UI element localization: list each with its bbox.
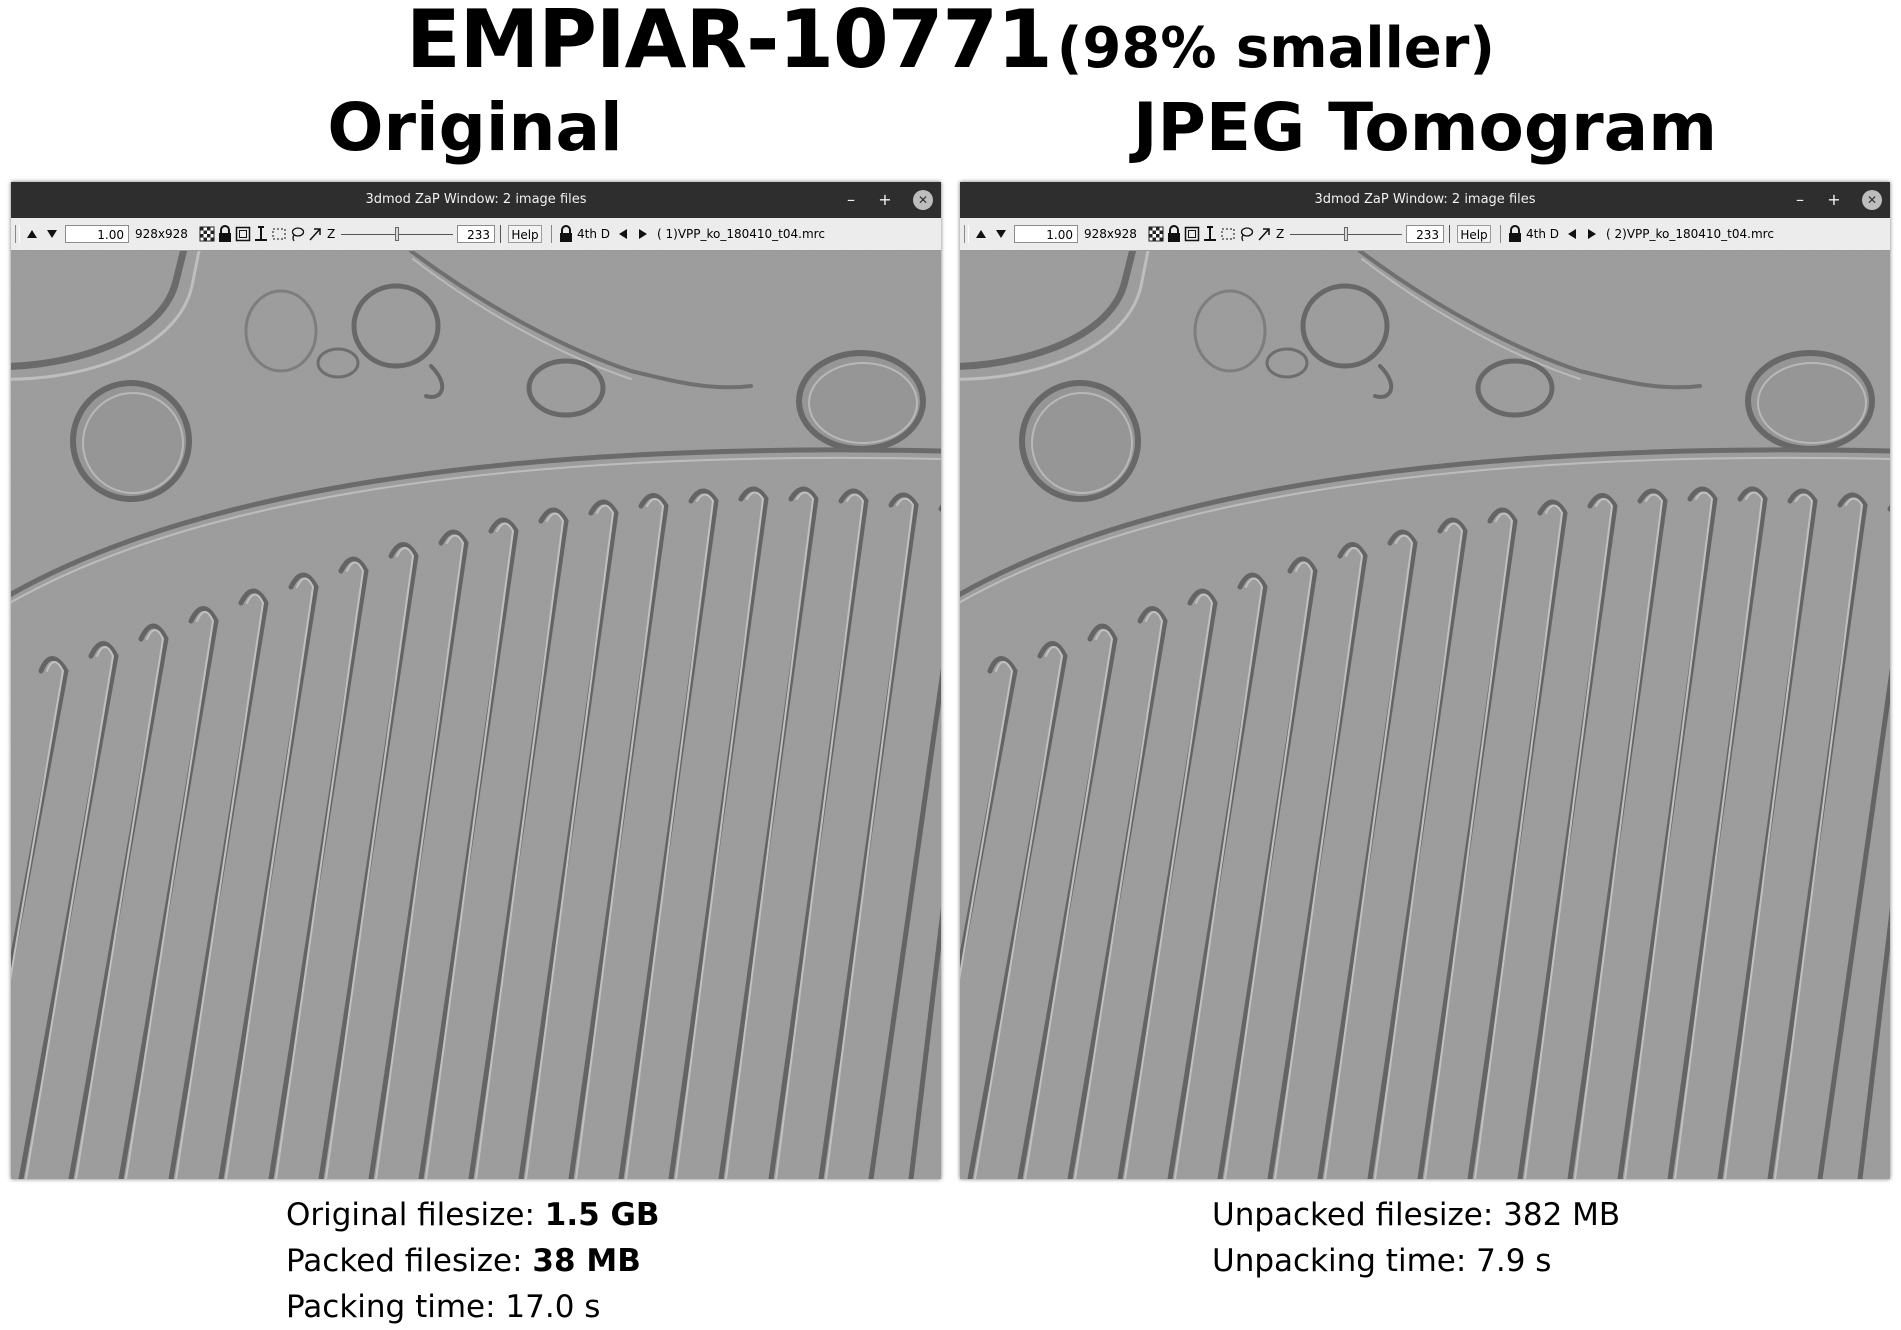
next-file-icon[interactable] (1586, 225, 1600, 243)
minimize-button[interactable]: – (847, 190, 855, 209)
main-title: EMPIAR-10771 (98% smaller) (0, 0, 1901, 81)
time-lock-icon[interactable] (1507, 225, 1523, 243)
z-slider-thumb[interactable] (395, 227, 399, 241)
zoom-up-arrow-icon[interactable] (974, 225, 990, 243)
help-button[interactable]: Help (508, 225, 542, 243)
toolbar-grip[interactable] (15, 225, 20, 243)
window-title: 3dmod ZaP Window: 2 image files (365, 192, 587, 207)
lock-icon[interactable] (1166, 225, 1182, 243)
unpacking-time: Unpacking time: 7.9 s (1212, 1243, 1552, 1279)
original-filesize-label: Original filesize: (286, 1197, 545, 1233)
toolbar-separator (551, 225, 556, 243)
insert-point-icon[interactable] (253, 225, 269, 243)
image-size-label: 928x928 (1084, 227, 1137, 241)
arrow-tool-icon[interactable] (307, 225, 323, 243)
z-value-field[interactable]: 233 (457, 225, 495, 243)
toolbar-grip[interactable] (964, 225, 969, 243)
window-titlebar[interactable]: 3dmod ZaP Window: 2 image files – + ✕ (11, 182, 941, 218)
zoom-field[interactable]: 1.00 (65, 225, 129, 243)
toolbar-separator (1500, 225, 1505, 243)
zoom-field[interactable]: 1.00 (1014, 225, 1078, 243)
zap-toolbar: 1.00 928x928 Z 233 Help 4th D (11, 218, 941, 251)
original-stats: Original filesize: 1.5 GB Packed filesiz… (286, 1192, 660, 1330)
close-button[interactable]: ✕ (913, 190, 933, 210)
rubberband-icon[interactable] (271, 225, 287, 243)
time-mode-label: 4th D (1526, 227, 1559, 241)
previous-file-icon[interactable] (1566, 225, 1580, 243)
packed-filesize-row: Packed filesize: 38 MB (286, 1238, 660, 1284)
previous-file-icon[interactable] (617, 225, 631, 243)
packed-filesize-value: 38 MB (532, 1243, 641, 1279)
dataset-title: EMPIAR-10771 (406, 0, 1053, 86)
toolbar-separator (500, 225, 505, 243)
packing-time: Packing time: 17.0 s (286, 1289, 601, 1325)
maximize-button[interactable]: + (1827, 190, 1841, 209)
zap-toolbar: 1.00 928x928 Z 233 Help 4th D (960, 218, 1890, 251)
z-value-field[interactable]: 233 (1406, 225, 1444, 243)
zap-window-original: 3dmod ZaP Window: 2 image files – + ✕ 1.… (11, 182, 941, 1179)
compression-subtitle: (98% smaller) (1056, 16, 1495, 81)
tomogram-viewport[interactable] (11, 251, 941, 1179)
packed-filesize-label: Packed filesize: (286, 1243, 533, 1279)
frame-icon[interactable] (235, 225, 251, 243)
file-name-label: ( 2)VPP_ko_180410_t04.mrc (1606, 227, 1774, 241)
frame-icon[interactable] (1184, 225, 1200, 243)
tomogram-viewport[interactable] (960, 251, 1890, 1179)
z-label: Z (1276, 227, 1285, 241)
zap-window-jpeg: 3dmod ZaP Window: 2 image files – + ✕ 1.… (960, 182, 1890, 1179)
image-size-label: 928x928 (135, 227, 188, 241)
file-name-label: ( 1)VPP_ko_180410_t04.mrc (657, 227, 825, 241)
original-filesize-row: Original filesize: 1.5 GB (286, 1192, 660, 1238)
lock-icon[interactable] (217, 225, 233, 243)
zoom-up-arrow-icon[interactable] (25, 225, 41, 243)
jpeg-tomogram-heading: JPEG Tomogram (1133, 89, 1717, 166)
toolbar-separator (1449, 225, 1454, 243)
minimize-button[interactable]: – (1796, 190, 1804, 209)
original-filesize-value: 1.5 GB (544, 1197, 660, 1233)
close-button[interactable]: ✕ (1862, 190, 1882, 210)
lasso-icon[interactable] (1238, 225, 1254, 243)
arrow-tool-icon[interactable] (1256, 225, 1272, 243)
z-label: Z (327, 227, 336, 241)
maximize-button[interactable]: + (878, 190, 892, 209)
insert-point-icon[interactable] (1202, 225, 1218, 243)
rubberband-icon[interactable] (1220, 225, 1236, 243)
time-lock-icon[interactable] (558, 225, 574, 243)
jpeg-stats: Unpacked filesize: 382 MB Unpacking time… (1212, 1192, 1620, 1284)
unpacked-filesize: Unpacked filesize: 382 MB (1212, 1197, 1621, 1233)
z-slider-thumb[interactable] (1344, 227, 1348, 241)
original-heading: Original (327, 89, 623, 166)
checker-icon[interactable] (199, 225, 215, 243)
window-title: 3dmod ZaP Window: 2 image files (1314, 192, 1536, 207)
checker-icon[interactable] (1148, 225, 1164, 243)
lasso-icon[interactable] (289, 225, 305, 243)
time-mode-label: 4th D (577, 227, 610, 241)
next-file-icon[interactable] (637, 225, 651, 243)
zoom-down-arrow-icon[interactable] (45, 225, 61, 243)
window-titlebar[interactable]: 3dmod ZaP Window: 2 image files – + ✕ (960, 182, 1890, 218)
help-button[interactable]: Help (1457, 225, 1491, 243)
zoom-down-arrow-icon[interactable] (994, 225, 1010, 243)
